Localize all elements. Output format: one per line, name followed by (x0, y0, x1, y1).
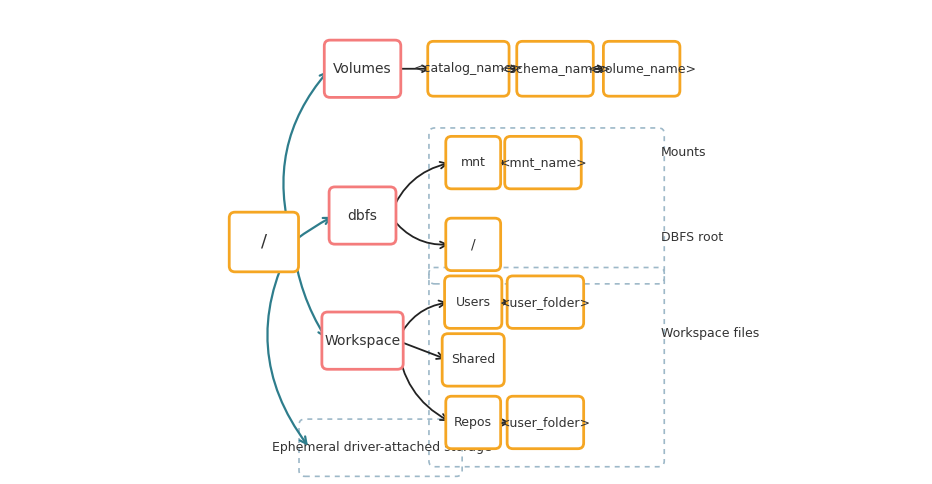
Text: Shared: Shared (451, 353, 495, 366)
FancyBboxPatch shape (445, 276, 501, 328)
Text: Repos: Repos (454, 416, 492, 429)
Text: <catalog_name>: <catalog_name> (414, 62, 523, 75)
FancyBboxPatch shape (442, 333, 504, 386)
Text: Ephemeral driver-attached storage: Ephemeral driver-attached storage (272, 441, 492, 454)
Text: Mounts: Mounts (661, 147, 706, 159)
Text: <schema_name>: <schema_name> (500, 62, 610, 75)
FancyBboxPatch shape (603, 41, 680, 96)
Text: <mnt_name>: <mnt_name> (500, 156, 587, 169)
FancyBboxPatch shape (507, 396, 583, 449)
FancyBboxPatch shape (507, 276, 583, 328)
FancyBboxPatch shape (329, 187, 396, 244)
Text: Volumes: Volumes (334, 62, 391, 76)
FancyBboxPatch shape (505, 136, 582, 189)
Text: mnt: mnt (460, 156, 486, 169)
FancyBboxPatch shape (428, 41, 509, 96)
Text: DBFS root: DBFS root (661, 231, 723, 243)
Text: dbfs: dbfs (348, 209, 377, 223)
Text: <volume_name>: <volume_name> (587, 62, 696, 75)
FancyBboxPatch shape (445, 136, 500, 189)
Text: Workspace files: Workspace files (661, 327, 760, 340)
FancyBboxPatch shape (445, 218, 500, 271)
Text: <user_folder>: <user_folder> (500, 296, 591, 309)
Text: <user_folder>: <user_folder> (500, 416, 591, 429)
Text: Workspace: Workspace (324, 333, 401, 348)
FancyBboxPatch shape (445, 396, 500, 449)
FancyBboxPatch shape (229, 212, 298, 272)
FancyBboxPatch shape (516, 41, 594, 96)
Text: /: / (471, 238, 475, 251)
FancyBboxPatch shape (324, 40, 401, 97)
FancyBboxPatch shape (322, 312, 404, 369)
Text: /: / (261, 233, 267, 251)
Text: Users: Users (456, 296, 491, 309)
